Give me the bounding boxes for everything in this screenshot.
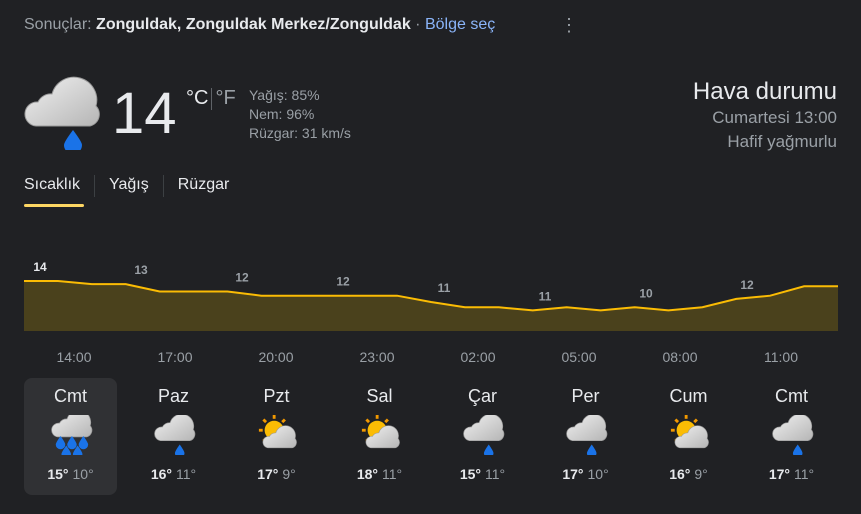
low-temp: 9° xyxy=(694,466,708,482)
low-temp: 11° xyxy=(176,466,197,482)
day-card[interactable]: Sal 18° 11° xyxy=(333,378,426,495)
weather-details: Yağış: 85% Nem: 96% Rüzgar: 31 km/s xyxy=(249,86,351,143)
unit-divider xyxy=(211,87,213,110)
more-options-icon[interactable]: ⋮ xyxy=(560,15,578,35)
wind: Rüzgar: 31 km/s xyxy=(249,125,351,141)
results-prefix: Sonuçlar: xyxy=(24,16,92,33)
heavy-rain-icon xyxy=(50,409,92,459)
day-name: Cmt xyxy=(775,386,808,406)
temperature-line xyxy=(24,280,838,312)
day-name: Sal xyxy=(366,386,393,406)
day-card[interactable]: Çar 15° 11° xyxy=(436,378,529,495)
temperature-label: 12 xyxy=(336,275,350,289)
low-temp: 9° xyxy=(282,466,296,482)
hour-label: 17:00 xyxy=(157,349,193,365)
rain-cloud-icon xyxy=(153,413,195,458)
high-temp: 15° xyxy=(47,466,69,482)
tab-wind[interactable]: Rüzgar xyxy=(162,175,244,197)
unit-toggle: °C °F xyxy=(186,87,236,110)
hour-label: 11:00 xyxy=(764,349,798,365)
hour-label: 14:00 xyxy=(56,349,92,365)
day-name: Cmt xyxy=(54,386,87,406)
day-card[interactable]: Cmt 15° 10° xyxy=(24,378,117,495)
tab-precipitation[interactable]: Yağış xyxy=(94,175,163,197)
rain-cloud-icon xyxy=(565,413,607,458)
temperature-label: 12 xyxy=(235,271,249,285)
weather-summary: Hava durumu Cumartesi 13:00 Hafif yağmur… xyxy=(693,78,837,154)
chart-tabs: Sıcaklık Yağış Rüzgar xyxy=(24,175,243,197)
results-location: Sonuçlar: Zonguldak, Zonguldak Merkez/Zo… xyxy=(24,16,495,34)
day-name: Per xyxy=(571,386,600,406)
tab-temperature[interactable]: Sıcaklık xyxy=(24,176,81,193)
day-name: Pzt xyxy=(263,386,290,406)
day-card[interactable]: Cum 16° 9° xyxy=(642,378,735,495)
precipitation: Yağış: 85% xyxy=(249,87,320,103)
high-temp: 17° xyxy=(562,466,584,482)
rain-cloud-icon xyxy=(24,76,100,150)
high-temp: 16° xyxy=(150,466,173,482)
day-card[interactable]: Paz 16° 11° xyxy=(127,378,220,495)
day-name: Cum xyxy=(669,386,708,406)
temperature-label: 13 xyxy=(134,263,148,277)
day-name: Paz xyxy=(157,386,190,406)
low-temp: 11° xyxy=(382,466,403,482)
day-name: Çar xyxy=(467,386,497,406)
temperature-label: 11 xyxy=(438,281,451,295)
day-card[interactable]: Cmt 17° 11° xyxy=(745,378,838,495)
low-temp: 11° xyxy=(485,466,506,482)
partly-sunny-icon xyxy=(361,415,400,449)
weather-condition: Hafif yağmurlu xyxy=(727,132,837,151)
choose-region-link[interactable]: Bölge seç xyxy=(424,16,496,33)
high-temp: 18° xyxy=(356,466,379,482)
weather-time: Cumartesi 13:00 xyxy=(712,108,837,127)
day-card[interactable]: Pzt 17° 9° xyxy=(230,378,323,495)
hour-label: 02:00 xyxy=(460,349,496,365)
celsius-button[interactable]: °C xyxy=(186,87,209,109)
partly-sunny-icon xyxy=(670,415,709,449)
rain-cloud-icon xyxy=(462,413,504,458)
high-temp: 15° xyxy=(459,466,482,482)
low-temp: 10° xyxy=(72,466,94,482)
hour-label: 23:00 xyxy=(359,349,395,365)
low-temp: 10° xyxy=(587,466,609,482)
partly-sunny-icon xyxy=(258,415,297,449)
weather-title: Hava durumu xyxy=(692,78,837,105)
current-temperature: 14 xyxy=(112,81,177,146)
temperature-label: 11 xyxy=(539,289,552,303)
fahrenheit-button[interactable]: °F xyxy=(215,87,236,109)
high-temp: 17° xyxy=(768,466,791,482)
humidity: Nem: 96% xyxy=(249,106,315,122)
low-temp: 11° xyxy=(794,466,815,482)
hour-label: 05:00 xyxy=(561,349,597,365)
location-name: Zonguldak, Zonguldak Merkez/Zonguldak xyxy=(96,16,411,33)
temperature-label: 10 xyxy=(639,286,653,300)
separator: · xyxy=(410,16,425,33)
temperature-area xyxy=(24,281,838,331)
selected-tab-indicator xyxy=(24,204,84,207)
day-card[interactable]: Per 17° 10° xyxy=(539,378,632,495)
rain-cloud-icon xyxy=(771,413,813,458)
hour-label: 20:00 xyxy=(258,349,294,365)
temperature-label: 14 xyxy=(33,260,47,274)
temperature-label: 12 xyxy=(740,278,754,292)
hour-label: 08:00 xyxy=(662,349,698,365)
high-temp: 17° xyxy=(257,466,279,482)
high-temp: 16° xyxy=(669,466,691,482)
temperature-chart[interactable]: 14 13 12 12 11 11 10 12 xyxy=(0,240,861,340)
